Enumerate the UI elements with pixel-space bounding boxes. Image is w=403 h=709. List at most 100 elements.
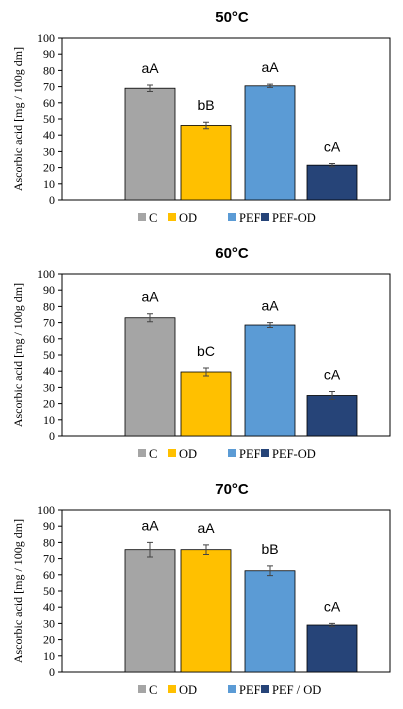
y-tick-label: 20	[43, 633, 55, 647]
error-bar	[267, 565, 273, 577]
data-label: bB	[197, 97, 214, 113]
y-tick-label: 40	[43, 364, 55, 378]
y-tick-label: 50	[43, 112, 55, 126]
bar-chart: 60°C Ascorbic acid [mg / 100g dm] 0 10 20 30 4…	[11, 245, 391, 461]
y-tick-label: 50	[43, 584, 55, 598]
legend-swatch	[168, 213, 176, 221]
bar-od	[180, 371, 232, 437]
y-tick-label: 0	[49, 429, 55, 443]
y-tick-label: 80	[43, 535, 55, 549]
data-label: aA	[197, 520, 215, 536]
y-tick-label: 100	[37, 267, 55, 281]
bar-chart: 50°C Ascorbic acid [mg / 100g dm] 0 10 20 30 4…	[11, 9, 391, 225]
y-tick-label: 70	[43, 80, 55, 94]
y-tick-label: 70	[43, 316, 55, 330]
y-tick-label: 30	[43, 616, 55, 630]
y-axis-label: Ascorbic acid [mg / 100g dm]	[11, 519, 25, 663]
y-tick-label: 10	[43, 413, 55, 427]
y-axis-label: Ascorbic acid [mg / 100g dm]	[11, 283, 25, 427]
legend-swatch	[261, 449, 269, 457]
chart-panel: 70°C Ascorbic acid [mg / 100g dm] 0 10 20 30 4…	[0, 472, 403, 708]
data-label: aA	[141, 517, 159, 533]
bar-pef	[244, 85, 296, 201]
bar-c	[124, 87, 176, 201]
chart-title: 50°C	[215, 9, 249, 26]
legend-label: PEF-OD	[272, 447, 316, 461]
error-bar	[329, 622, 335, 628]
legend-swatch	[228, 213, 236, 221]
legend-label: OD	[179, 211, 197, 225]
data-label: aA	[261, 59, 279, 75]
bar-c	[124, 317, 176, 437]
y-axis-label: Ascorbic acid [mg / 100g dm]	[11, 47, 25, 191]
y-tick-label: 80	[43, 299, 55, 313]
error-bar	[147, 84, 153, 92]
data-label: bB	[261, 541, 278, 557]
legend-label: PEF	[239, 447, 261, 461]
legend-label: PEF	[239, 211, 261, 225]
legend-label: C	[149, 211, 157, 225]
legend-swatch	[168, 449, 176, 457]
data-label: cA	[324, 598, 341, 614]
legend-swatch	[168, 685, 176, 693]
data-label: aA	[141, 289, 159, 305]
chart-title: 60°C	[215, 245, 249, 262]
error-bar	[329, 163, 335, 168]
y-tick-label: 60	[43, 568, 55, 582]
bar-pef	[244, 324, 296, 437]
y-tick-label: 10	[43, 649, 55, 663]
y-tick-label: 90	[43, 519, 55, 533]
y-tick-label: 20	[43, 397, 55, 411]
error-bar	[267, 322, 273, 328]
legend-swatch	[138, 213, 146, 221]
y-tick-label: 70	[43, 552, 55, 566]
error-bar	[329, 390, 335, 401]
error-bar	[203, 121, 209, 130]
bar-od	[180, 125, 232, 201]
y-tick-label: 60	[43, 96, 55, 110]
legend-swatch	[261, 685, 269, 693]
legend-label: OD	[179, 447, 197, 461]
y-tick-label: 60	[43, 332, 55, 346]
legend-label: PEF / OD	[272, 683, 321, 697]
y-tick-label: 80	[43, 63, 55, 77]
data-label: aA	[261, 298, 279, 314]
y-tick-label: 50	[43, 348, 55, 362]
legend-label: PEF	[239, 683, 261, 697]
y-tick-label: 90	[43, 283, 55, 297]
y-tick-label: 100	[37, 503, 55, 517]
data-label: aA	[141, 60, 159, 76]
legend-swatch	[228, 449, 236, 457]
y-tick-label: 20	[43, 161, 55, 175]
error-bar	[147, 313, 153, 323]
y-tick-label: 40	[43, 600, 55, 614]
error-bar	[203, 544, 209, 556]
legend-swatch	[261, 213, 269, 221]
y-tick-label: 90	[43, 47, 55, 61]
y-tick-label: 0	[49, 193, 55, 207]
legend-label: OD	[179, 683, 197, 697]
bar-pef	[244, 570, 296, 673]
data-label: cA	[324, 139, 341, 155]
error-bar	[147, 541, 153, 558]
bar-pef-od	[306, 395, 358, 437]
chart-title: 70°C	[215, 481, 249, 498]
y-tick-label: 30	[43, 380, 55, 394]
chart-panel: 60°C Ascorbic acid [mg / 100g dm] 0 10 20 30 4…	[0, 236, 403, 472]
chart-panel: 50°C Ascorbic acid [mg / 100g dm] 0 10 20 30 4…	[0, 0, 403, 236]
y-tick-label: 30	[43, 144, 55, 158]
error-bar	[203, 367, 209, 377]
legend-swatch	[228, 685, 236, 693]
bar-od	[180, 549, 232, 673]
bar-chart: 70°C Ascorbic acid [mg / 100g dm] 0 10 20 30 4…	[11, 481, 391, 697]
bar-pef-od	[306, 164, 358, 201]
legend-label: C	[149, 447, 157, 461]
error-bar	[267, 83, 273, 88]
legend-label: PEF-OD	[272, 211, 316, 225]
y-tick-label: 10	[43, 177, 55, 191]
legend-label: C	[149, 683, 157, 697]
legend-swatch	[138, 685, 146, 693]
bar-c	[124, 549, 176, 673]
y-tick-label: 0	[49, 665, 55, 679]
